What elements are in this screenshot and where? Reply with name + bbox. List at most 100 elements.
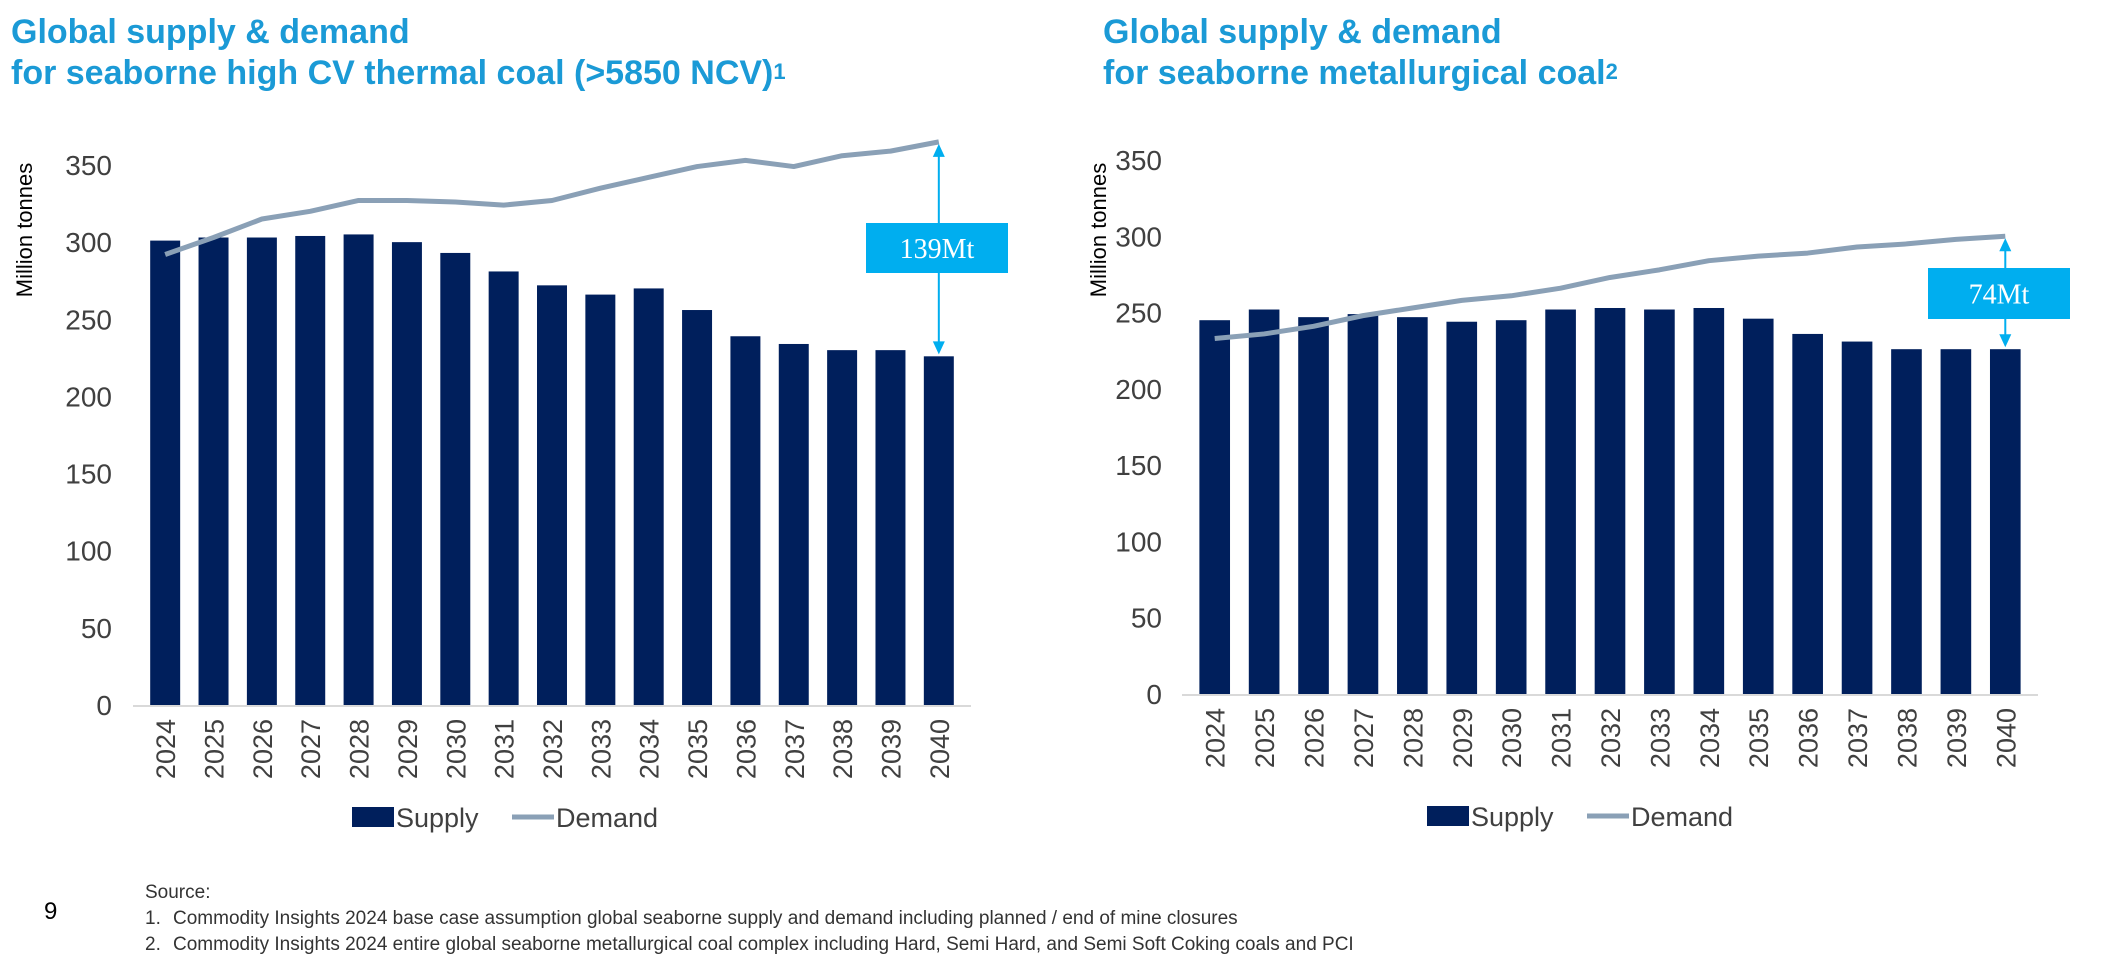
x-tick-label: 2037 [780,719,810,779]
footnote-ref: 1 [773,59,786,84]
chart-title-metallurgical: Global supply & demand for seaborne meta… [1103,12,1618,94]
supply-bar [1742,318,1774,694]
legend-supply-swatch [352,807,394,827]
supply-bar [488,271,519,705]
legend-supply-label: Supply [396,803,479,833]
x-tick-label: 2030 [1497,708,1527,768]
gap-annotation-box [866,223,1008,273]
supply-bar [1248,309,1280,694]
title-line2: for seaborne metallurgical coal [1103,54,1606,92]
supply-bar [1644,309,1675,694]
y-tick-label: 150 [65,459,112,490]
x-tick-label: 2034 [635,719,665,779]
y-tick-label: 350 [1115,145,1162,176]
supply-bar [1693,307,1725,694]
x-tick-label: 2039 [876,719,906,779]
x-tick-label: 2031 [490,719,520,779]
legend-supply-label: Supply [1471,802,1554,832]
x-tick-label: 2027 [1349,708,1379,768]
supply-bar [875,350,906,705]
y-axis-title: Million tonnes [1086,163,1111,298]
supply-bar [633,288,664,705]
supply-bar [730,336,761,705]
supply-bar [246,237,277,705]
y-tick-label: 200 [1115,374,1162,405]
supply-bar [827,350,858,705]
x-tick-label: 2026 [1300,708,1330,768]
y-tick-label: 0 [96,690,112,721]
x-tick-label: 2040 [925,719,955,779]
x-tick-label: 2036 [731,719,761,779]
supply-bar [778,343,809,705]
x-tick-label: 2038 [828,719,858,779]
title-line1: Global supply & demand [11,13,410,51]
legend-supply-swatch [1427,806,1469,826]
supply-bar [537,285,567,705]
x-tick-label: 2028 [1398,708,1428,768]
x-tick-label: 2025 [200,719,230,779]
gap-annotation-label: 139Mt [900,234,975,265]
legend-demand-label: Demand [1631,802,1733,832]
x-tick-label: 2034 [1695,708,1725,768]
supply-bar [1891,349,1922,694]
x-tick-label: 2038 [1892,708,1922,768]
title-line1: Global supply & demand [1103,13,1502,51]
y-tick-label: 350 [65,150,112,181]
x-tick-label: 2033 [1645,708,1675,768]
chart-title-thermal: Global supply & demand for seaborne high… [11,12,786,94]
arrow-up-icon [1999,238,2012,252]
note-number: 2. [145,934,161,955]
x-tick-label: 2032 [1596,708,1626,768]
y-tick-label: 250 [1115,298,1162,329]
supply-bar [295,235,326,705]
supply-bar [585,294,616,705]
note-number: 1. [145,908,161,929]
y-tick-label: 100 [1115,526,1162,557]
legend-demand-label: Demand [556,803,658,833]
x-tick-label: 2028 [345,719,375,779]
y-tick-label: 250 [65,304,112,335]
demand-line [164,139,940,257]
x-tick-label: 2035 [683,719,713,779]
note-text: Commodity Insights 2024 base case assump… [173,908,1238,929]
x-tick-label: 2027 [296,719,326,779]
note-text: Commodity Insights 2024 entire global se… [173,934,1354,955]
footnote-ref: 2 [1605,59,1618,84]
y-tick-label: 50 [1131,603,1162,634]
supply-bar [198,237,229,705]
supply-bar [343,234,374,705]
source-label: Source: [145,882,211,903]
x-tick-label: 2026 [248,719,278,779]
x-tick-label: 2033 [586,719,616,779]
arrow-down-icon [1999,334,2012,348]
supply-bar [1989,349,2021,694]
x-tick-label: 2029 [393,719,423,779]
supply-bar [1298,317,1329,694]
supply-bar [1446,321,1478,694]
supply-bar [1545,309,1576,694]
x-tick-label: 2029 [1448,708,1478,768]
source-note: 1. Commodity Insights 2024 base case assu… [145,906,1354,932]
supply-bar [391,242,422,705]
supply-bar [682,310,713,705]
x-tick-label: 2031 [1547,708,1577,768]
gap-annotation-box [1928,268,2070,319]
arrow-down-icon [932,341,945,355]
x-tick-label: 2040 [1991,708,2021,768]
supply-bar [440,252,471,705]
supply-bar [1940,349,1972,694]
y-tick-label: 100 [65,536,112,567]
arrow-up-icon [932,143,945,157]
y-tick-label: 50 [81,613,112,644]
supply-bar [923,356,954,705]
supply-bar [1397,317,1428,694]
source-notes: Source: 1. Commodity Insights 2024 base c… [145,880,1354,958]
y-axis-title: Million tonnes [12,163,37,298]
x-tick-label: 2035 [1744,708,1774,768]
x-tick-label: 2030 [441,719,471,779]
supply-bar [1594,307,1626,694]
x-tick-label: 2036 [1794,708,1824,768]
source-note: 2. Commodity Insights 2024 entire global … [145,932,1354,958]
gap-annotation-label: 74Mt [1969,280,2030,311]
